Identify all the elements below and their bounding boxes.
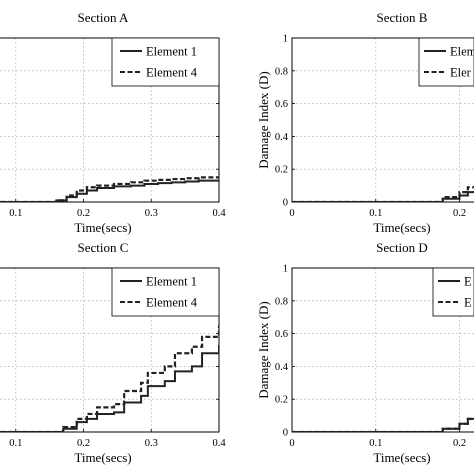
y-tick-label: 0 — [283, 428, 288, 439]
y-tick-label: 0.6 — [275, 329, 288, 340]
legend-box — [418, 37, 474, 87]
x-axis-label: Time(secs) — [373, 450, 430, 465]
x-tick-label: 0.2 — [453, 208, 466, 219]
x-axis-label: Time(secs) — [74, 220, 131, 235]
legend: EE — [432, 267, 474, 317]
legend-label: Eler — [450, 66, 472, 80]
y-tick-label: 0.8 — [275, 66, 288, 77]
legend-label: Elem — [450, 45, 474, 59]
x-tick-label: 0.1 — [369, 208, 382, 219]
legend-label: Element 4 — [146, 66, 198, 80]
legend-label: E — [464, 275, 472, 289]
series-line-1 — [0, 345, 219, 432]
chart-panel-4: Section D00.10.20.300.20.40.60.81Time(se… — [256, 240, 474, 465]
chart-panel-3: Section C 0.1 0.2 0.3 0.4 Time(secs) Element 1… — [0, 240, 226, 465]
y-tick-label: 1 — [283, 264, 288, 275]
legend: Element 1 Element 4 — [111, 267, 220, 317]
x-tick-label: 0.2 — [453, 438, 466, 449]
x-tick-label: 0.2 — [77, 208, 90, 219]
x-tick-label: 0 — [289, 438, 294, 449]
y-axis-label: Damage Index (D) — [256, 71, 271, 168]
legend: Elem Eler — [418, 37, 474, 87]
x-tick-label: 0.4 — [212, 208, 226, 219]
y-tick-label: 0.4 — [275, 362, 289, 373]
legend-box — [111, 37, 220, 87]
chart-title: Section A — [78, 10, 130, 25]
y-tick-label: 0.8 — [275, 296, 288, 307]
y-tick-label: 0 — [283, 198, 288, 209]
y-tick-label: 0.6 — [275, 99, 288, 110]
series-line-2 — [0, 325, 219, 432]
legend-label: Element 1 — [146, 45, 197, 59]
chart-title: Section C — [78, 240, 129, 255]
x-tick-label: 0.4 — [212, 438, 226, 449]
legend-label: Element 4 — [146, 296, 198, 310]
y-tick-label: 0.2 — [275, 395, 288, 406]
x-tick-label: 0.1 — [9, 438, 22, 449]
legend-box — [111, 267, 220, 317]
x-tick-label: 0.1 — [369, 438, 382, 449]
series-line-2 — [292, 186, 474, 202]
y-axis-label: Damage Index (D) — [256, 301, 271, 398]
chart-panel-1: Section A 0.1 0.2 0.3 0.4 Time(secs) Element 1… — [0, 10, 226, 235]
chart-title: Section B — [377, 10, 428, 25]
chart-title: Section D — [376, 240, 428, 255]
legend-label: Element 1 — [146, 275, 197, 289]
series-line-2 — [0, 176, 219, 202]
series-line-1 — [0, 179, 219, 202]
x-tick-label: 0.2 — [77, 438, 90, 449]
x-axis-label: Time(secs) — [74, 450, 131, 465]
series-line-2 — [292, 417, 474, 432]
x-tick-label: 0.3 — [145, 438, 158, 449]
chart-panel-2: Section B00.10.20.300.20.40.60.81Time(se… — [256, 10, 474, 235]
y-tick-label: 1 — [283, 34, 288, 45]
series-line-1 — [292, 191, 474, 202]
legend-box — [432, 267, 474, 317]
x-tick-label: 0 — [289, 208, 294, 219]
x-tick-label: 0.1 — [9, 208, 22, 219]
y-tick-label: 0.4 — [275, 132, 289, 143]
y-tick-label: 0.2 — [275, 165, 288, 176]
legend: Element 1 Element 4 — [111, 37, 220, 87]
series-line-1 — [292, 417, 474, 432]
x-axis-label: Time(secs) — [373, 220, 430, 235]
x-tick-label: 0.3 — [145, 208, 158, 219]
legend-label: E — [464, 296, 472, 310]
